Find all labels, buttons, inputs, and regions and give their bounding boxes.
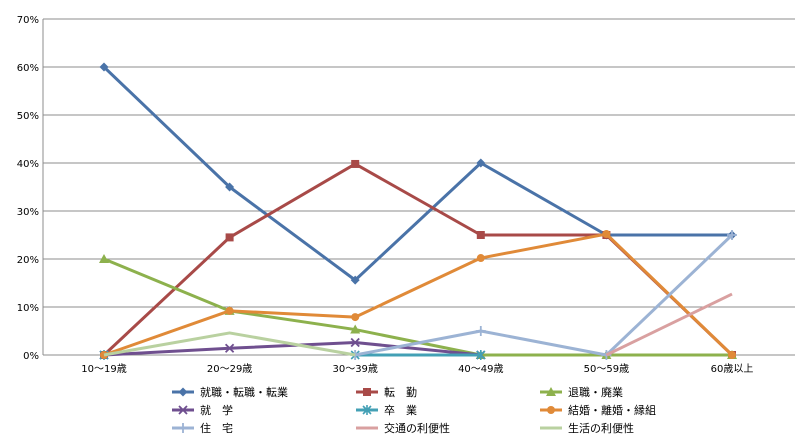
data-point xyxy=(476,231,485,239)
series-1 xyxy=(99,62,737,285)
legend-marker xyxy=(546,387,556,396)
legend-label: 結婚・離婚・縁組 xyxy=(568,403,656,417)
series-group xyxy=(99,62,737,360)
x-axis-tick-labels: 10～19歳 20～29歳 30～39歳 40～49歳 50～59歳 60歳以上 xyxy=(81,363,753,375)
data-point xyxy=(476,350,486,360)
data-point xyxy=(476,254,485,263)
legend-marker xyxy=(178,423,188,433)
legend-label: 交通の利便性 xyxy=(384,421,450,435)
legend-item: 住 宅 xyxy=(172,421,233,435)
y-tick-label: 10% xyxy=(17,303,39,314)
y-tick-label: 0% xyxy=(23,351,39,362)
x-tick-label: 40～49歳 xyxy=(458,363,503,375)
y-tick-label: 50% xyxy=(17,111,39,122)
legend-label: 転 勤 xyxy=(384,386,417,399)
data-point xyxy=(225,306,234,315)
series-line xyxy=(103,331,356,357)
data-point xyxy=(99,62,109,72)
data-point xyxy=(224,343,235,353)
legend-marker xyxy=(178,405,188,415)
data-point xyxy=(350,324,361,334)
x-tick-label: 30～39歳 xyxy=(332,363,377,375)
legend: 就職・転職・転業 転 勤 退職・廃業就 学 卒 業 結婚・離婚・縁組住 宅 交通の利便性 生… xyxy=(172,385,656,435)
legend-item: 退職・廃業 xyxy=(540,385,623,399)
series-8 xyxy=(605,292,733,357)
y-tick-label: 30% xyxy=(17,207,39,218)
legend-marker xyxy=(362,405,372,415)
data-point xyxy=(727,230,737,240)
series-6 xyxy=(100,230,736,359)
grid-lines xyxy=(43,18,795,356)
legend-label: 退職・廃業 xyxy=(568,385,623,399)
x-tick-label: 50～59歳 xyxy=(584,363,629,375)
data-point xyxy=(602,230,611,239)
data-point xyxy=(351,159,360,168)
legend-item: 就 学 xyxy=(172,403,233,417)
legend-item: 生活の利便性 xyxy=(540,421,634,435)
legend-label: 就 学 xyxy=(200,403,233,417)
data-point xyxy=(99,254,109,263)
y-axis-tick-labels: 0% 10% 20% 30% 40% 50% 60% 70% xyxy=(17,15,39,362)
x-tick-label: 10～19歳 xyxy=(81,363,126,375)
series-line xyxy=(605,292,733,357)
legend-label: 就職・転職・転業 xyxy=(200,385,288,399)
legend-item: 交通の利便性 xyxy=(356,421,450,435)
legend-label: 生活の利便性 xyxy=(568,421,634,435)
legend-marker xyxy=(178,387,188,397)
data-point xyxy=(350,275,360,285)
y-tick-label: 40% xyxy=(17,159,39,170)
data-point xyxy=(350,337,360,348)
y-tick-label: 60% xyxy=(17,63,39,74)
data-point xyxy=(476,158,486,168)
y-tick-label: 20% xyxy=(17,255,39,266)
x-tick-label: 20～29歳 xyxy=(207,363,252,375)
data-point xyxy=(475,326,486,336)
series-line xyxy=(103,232,734,357)
legend-item: 卒 業 xyxy=(356,403,417,417)
legend-item: 転 勤 xyxy=(356,386,417,399)
series-9 xyxy=(103,331,356,357)
series-line xyxy=(354,233,734,357)
data-point xyxy=(728,351,736,359)
data-point xyxy=(225,233,234,242)
legend-item: 結婚・離婚・縁組 xyxy=(540,403,656,417)
legend-marker xyxy=(363,388,371,396)
legend-label: 住 宅 xyxy=(200,421,233,435)
series-7 xyxy=(350,230,737,360)
x-tick-label: 60歳以上 xyxy=(711,363,754,375)
legend-label: 卒 業 xyxy=(384,403,417,417)
y-tick-label: 70% xyxy=(17,15,39,26)
data-point xyxy=(225,182,235,192)
legend-item: 就職・転職・転業 xyxy=(172,385,288,399)
data-point xyxy=(351,313,360,322)
legend-marker xyxy=(547,406,555,414)
series-line xyxy=(102,65,732,282)
